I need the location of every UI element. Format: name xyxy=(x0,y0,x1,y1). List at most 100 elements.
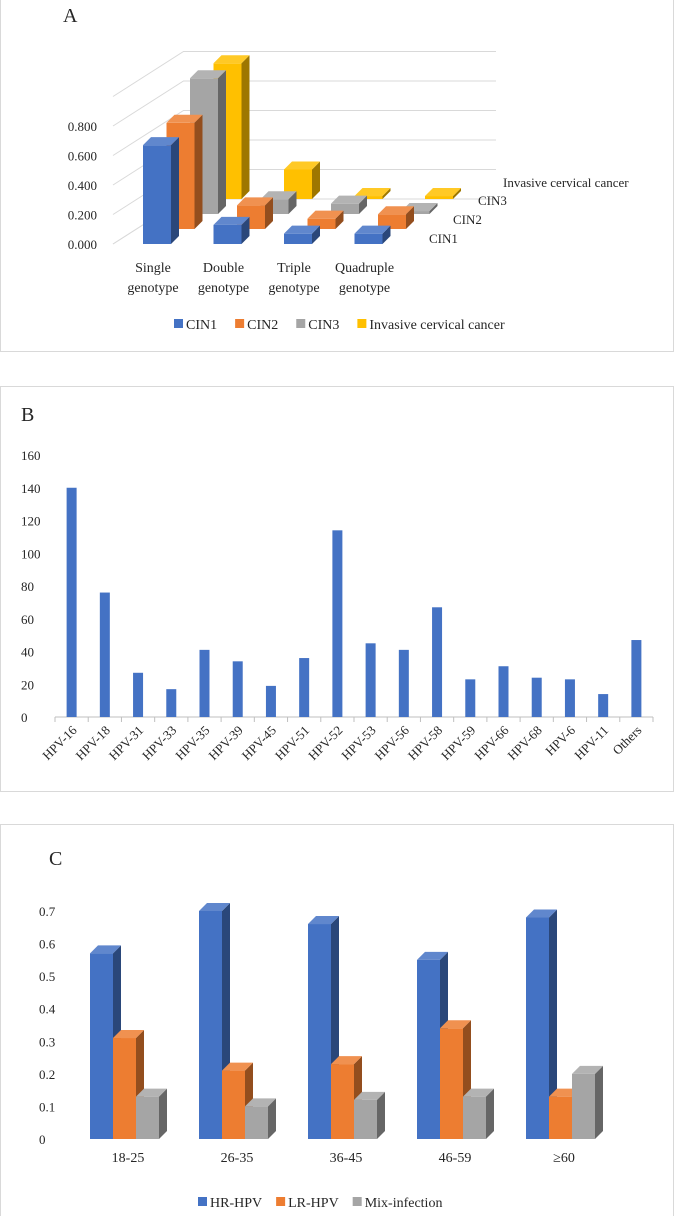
legend-label: CIN1 xyxy=(186,318,217,333)
bar-a-front xyxy=(425,196,453,199)
bar-a-side xyxy=(406,206,414,229)
bar-b xyxy=(432,607,443,717)
bar-a-front xyxy=(401,211,430,214)
bar-a-side xyxy=(382,188,391,199)
bar-c-side xyxy=(159,1088,167,1139)
bar-c-side xyxy=(268,1098,276,1139)
y-tick-label-c: 0.2 xyxy=(39,1067,55,1082)
legend-swatch xyxy=(198,1197,207,1206)
y-tick-label-c: 0 xyxy=(39,1132,46,1147)
bar-c-front xyxy=(549,1096,572,1139)
x-tick-label-b: HPV-35 xyxy=(172,723,212,763)
x-tick-label-b: HPV-51 xyxy=(272,723,312,763)
y-tick-label-a: 0.800 xyxy=(68,119,97,134)
x-tick-label-b: HPV-66 xyxy=(471,722,512,763)
x-tick-label-b: HPV-59 xyxy=(438,723,478,763)
bar-c xyxy=(572,1065,603,1139)
bar-c-top xyxy=(354,1091,385,1100)
bar-c-front xyxy=(90,953,113,1139)
legend-swatch xyxy=(235,319,245,328)
x-tick-label-b: Others xyxy=(609,723,644,758)
bar-c-front xyxy=(308,924,331,1139)
bar-b xyxy=(199,649,210,717)
bar-c-front xyxy=(572,1073,595,1139)
bar-a-side xyxy=(218,70,226,214)
bar-c-front xyxy=(417,959,440,1139)
legend-label: Invasive cervical cancer xyxy=(369,318,505,333)
y-tick-label-b: 100 xyxy=(21,546,41,561)
bar-a-top xyxy=(237,197,273,206)
y-tick-label-c: 0.6 xyxy=(39,937,56,952)
bar-c-front xyxy=(440,1028,463,1139)
bar-c-top xyxy=(245,1098,276,1107)
legend-swatch xyxy=(276,1197,286,1206)
y-tick-label-b: 40 xyxy=(21,645,34,660)
bar-a-top xyxy=(190,70,226,79)
bar-b xyxy=(498,666,509,717)
y-tick-label-b: 20 xyxy=(21,677,34,692)
bar-a xyxy=(307,210,344,229)
bar-a-front xyxy=(284,233,312,244)
bar-a-side xyxy=(335,210,344,229)
x-tick-label-a: Single xyxy=(135,261,171,276)
x-tick-label-a: genotype xyxy=(268,281,319,296)
bar-c-top xyxy=(572,1065,603,1074)
panel-c-label: C xyxy=(49,848,62,870)
bar-c-side xyxy=(595,1065,603,1139)
bar-a-front xyxy=(213,224,242,244)
legend-swatch xyxy=(174,319,183,328)
bar-a-side xyxy=(312,225,320,244)
bar-a-side xyxy=(453,188,461,199)
bar-a xyxy=(213,216,250,244)
y-tick-label-c: 0.4 xyxy=(39,1002,56,1017)
bar-c-top xyxy=(526,909,557,918)
chart-b-svg: B 020406080100120140160HPV-16HPV-18HPV-3… xyxy=(21,404,654,763)
bar-b xyxy=(232,661,243,717)
depth-label: Invasive cervical cancer xyxy=(503,175,629,190)
bar-c xyxy=(354,1091,385,1139)
bar-b xyxy=(265,685,276,717)
bar-a-front xyxy=(354,196,383,199)
bar-a-side xyxy=(382,225,391,244)
bar-b xyxy=(631,640,642,717)
bar-a-top xyxy=(284,161,320,170)
bar-c-front xyxy=(199,911,222,1139)
x-tick-label-b: HPV-53 xyxy=(338,723,378,763)
bar-c-top xyxy=(199,903,230,911)
x-tick-label-a: Double xyxy=(203,261,244,276)
bar-b xyxy=(531,677,542,717)
x-tick-label-c: 18-25 xyxy=(112,1151,145,1166)
bar-a xyxy=(354,225,391,244)
panel-b: B 0 20 40 60 80 100 120 140 160 HPV-16 HPV-18 HPV-3… xyxy=(0,386,674,792)
bar-b xyxy=(465,679,476,717)
y-tick-label-a: 0.200 xyxy=(68,208,97,223)
bar-a-front xyxy=(354,233,383,244)
legend-label: CIN3 xyxy=(308,318,339,333)
bar-c-top xyxy=(331,1056,362,1065)
bar-b xyxy=(66,487,77,717)
gridline-a xyxy=(112,110,496,156)
bar-a-side xyxy=(312,161,320,199)
x-tick-label-b: HPV-58 xyxy=(405,723,445,763)
bar-c-top xyxy=(113,1030,144,1039)
panel-a: A 0.000 0.200 0.400 0.600 0.800 CIN1 CIN2 CIN3 I… xyxy=(0,0,674,352)
bar-c-top xyxy=(463,1088,494,1097)
legend-swatch xyxy=(296,319,306,328)
bar-c-top xyxy=(136,1088,167,1097)
bar-c-side xyxy=(377,1091,385,1139)
bar-c-side xyxy=(486,1088,494,1139)
panel-a-label: A xyxy=(63,5,78,27)
bar-a-top xyxy=(143,137,179,146)
bar-c-front xyxy=(354,1099,377,1139)
x-tick-label-a: Triple xyxy=(277,261,311,276)
legend-label: HR-HPV xyxy=(210,1196,262,1211)
bar-c xyxy=(440,1020,471,1139)
bar-a-side xyxy=(171,137,179,244)
bar-a-side xyxy=(194,114,203,229)
bar-c xyxy=(136,1088,167,1139)
bar-b xyxy=(99,592,110,717)
bar-a-side xyxy=(288,191,297,214)
y-tick-label-a: 0.600 xyxy=(68,149,97,164)
bar-a xyxy=(143,137,179,244)
y-tick-label-b: 60 xyxy=(21,612,34,627)
